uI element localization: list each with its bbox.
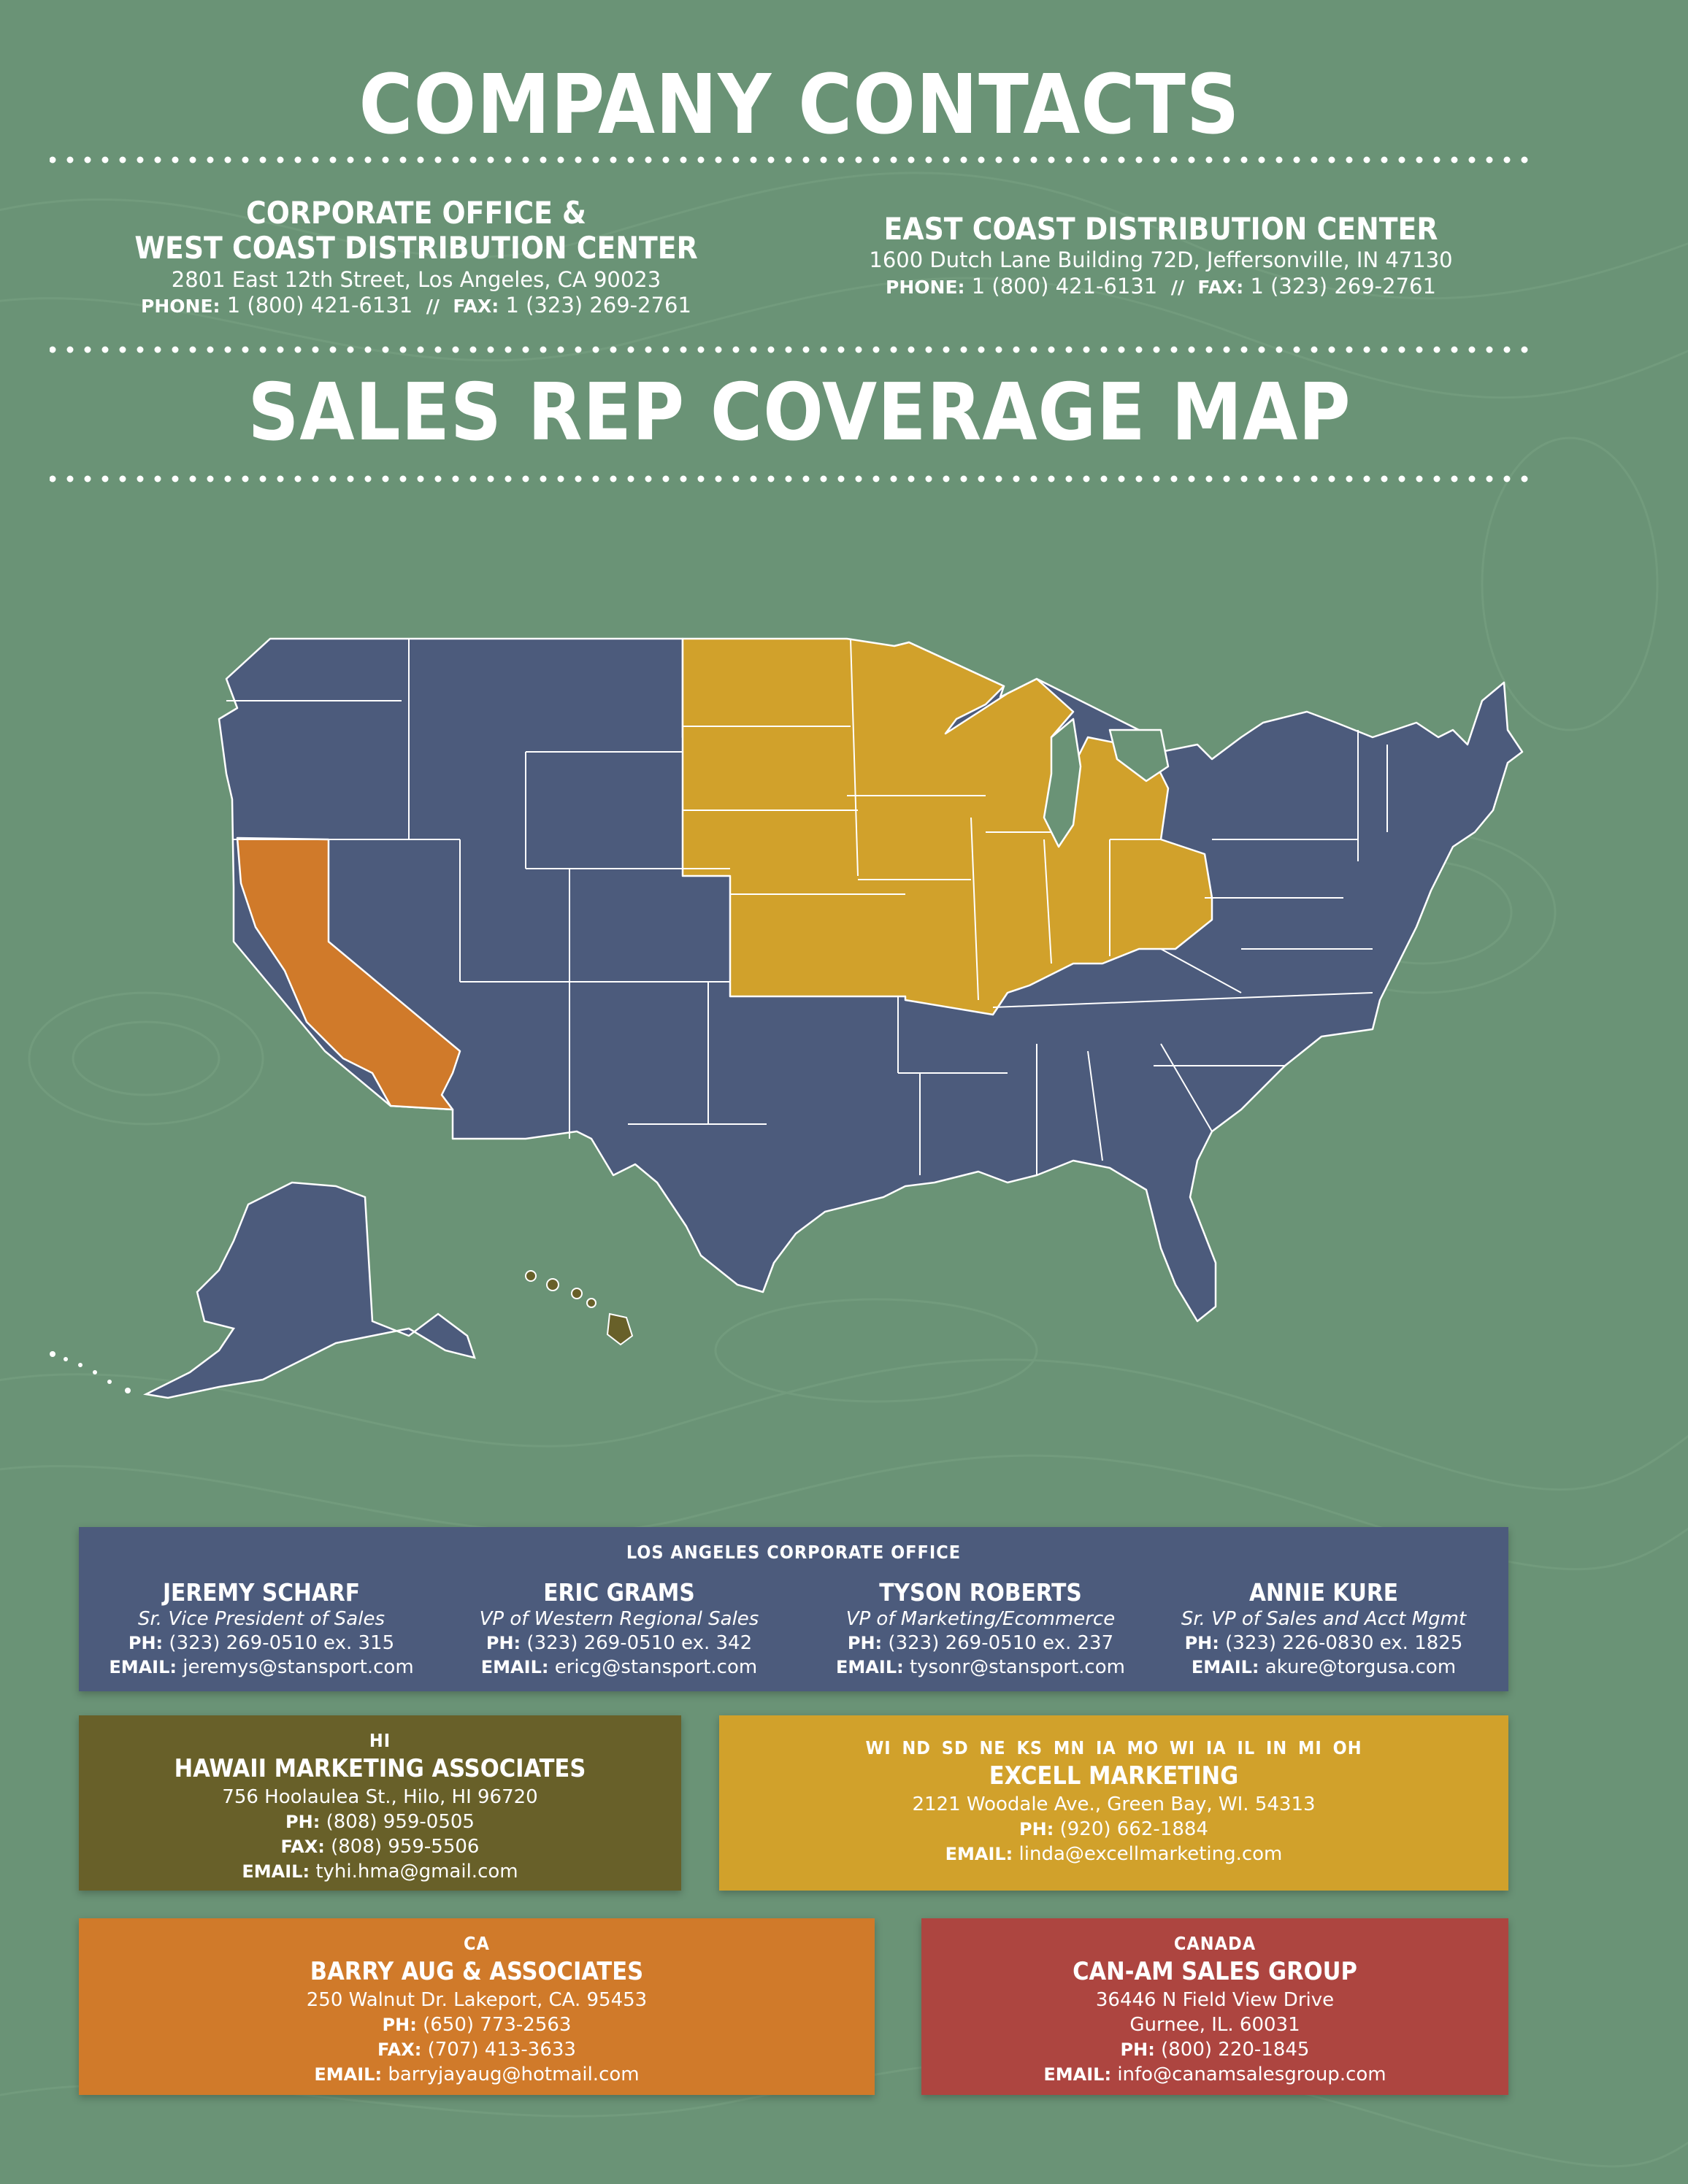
phone-number[interactable]: (920) 662-1884: [1059, 1818, 1208, 1840]
contact-card: ANNIE KURE Sr. VP of Sales and Acct Mgmt…: [1148, 1578, 1499, 1678]
contact-name: JEREMY SCHARF: [163, 1578, 360, 1607]
region-label: CANADA: [1173, 1933, 1257, 1954]
phone-number[interactable]: (323) 269-0510 ex. 315: [169, 1632, 395, 1654]
office-corporate-west: CORPORATE OFFICE & WEST COAST DISTRIBUTI…: [131, 195, 701, 318]
email-link[interactable]: linda@excellmarketing.com: [1018, 1843, 1283, 1865]
territory-alaska: [143, 1181, 476, 1399]
company-name: BARRY AUG & ASSOCIATES: [310, 1957, 644, 1986]
phone-number[interactable]: 1 (800) 421-6131: [971, 273, 1158, 299]
contact-title: VP of Marketing/Ecommerce: [845, 1608, 1116, 1630]
office-name: EAST COAST DISTRIBUTION CENTER: [883, 211, 1438, 247]
midwest-rep-box: WI ND SD NE KS MN IA MO WI IA IL IN MI O…: [719, 1715, 1508, 1891]
phone-number[interactable]: (808) 959-0505: [326, 1811, 475, 1833]
company-name: CAN-AM SALES GROUP: [1073, 1957, 1357, 1986]
phone-number[interactable]: (323) 269-0510 ex. 342: [526, 1632, 753, 1654]
phone-number[interactable]: (323) 226-0830 ex. 1825: [1225, 1632, 1463, 1654]
office-east-coast: EAST COAST DISTRIBUTION CENTER 1600 Dutc…: [840, 211, 1482, 299]
office-phone-fax: PHONE: 1 (800) 421-6131 // FAX: 1 (323) …: [886, 273, 1436, 299]
dotted-divider: [50, 156, 1539, 164]
email-link[interactable]: akure@torgusa.com: [1265, 1656, 1457, 1678]
territory-california: [236, 837, 461, 1111]
lake-huron: [1108, 728, 1170, 783]
email-link[interactable]: barryjayaug@hotmail.com: [388, 2064, 640, 2085]
contact-card: TYSON ROBERTS VP of Marketing/Ecommerce …: [805, 1578, 1156, 1678]
company-address: Gurnee, IL. 60031: [1129, 2014, 1300, 2036]
email-link[interactable]: tysonr@stansport.com: [909, 1656, 1125, 1678]
territory-hawaii: [525, 1270, 634, 1346]
fax-number: 1 (323) 269-2761: [505, 292, 691, 318]
company-name: HAWAII MARKETING ASSOCIATES: [174, 1754, 586, 1783]
contact-card: JEREMY SCHARF Sr. Vice President of Sale…: [86, 1578, 437, 1678]
office-name: CORPORATE OFFICE &: [245, 195, 587, 231]
region-label: CA: [464, 1933, 490, 1954]
office-phone-fax: PHONE: 1 (800) 421-6131 // FAX: 1 (323) …: [141, 292, 691, 318]
email-link[interactable]: jeremys@stansport.com: [183, 1656, 414, 1678]
aleutian-islands: [50, 1351, 131, 1393]
contact-title: VP of Western Regional Sales: [479, 1608, 759, 1630]
region-label: LOS ANGELES CORPORATE OFFICE: [626, 1542, 962, 1563]
page-title: COMPANY CONTACTS: [358, 58, 1240, 153]
contact-name: ANNIE KURE: [1248, 1578, 1398, 1607]
phone-number[interactable]: (650) 773-2563: [423, 2014, 572, 2036]
territory-gold: [681, 637, 1213, 1016]
contact-name: ERIC GRAMS: [543, 1578, 695, 1607]
california-rep-box: CA BARRY AUG & ASSOCIATES 250 Walnut Dr.…: [79, 1918, 875, 2095]
hawaii-rep-box: HI HAWAII MARKETING ASSOCIATES 756 Hoola…: [79, 1715, 681, 1891]
contact-title: Sr. VP of Sales and Acct Mgmt: [1181, 1608, 1467, 1630]
phone-number[interactable]: (800) 220-1845: [1161, 2039, 1310, 2061]
la-office-box: LOS ANGELES CORPORATE OFFICE JEREMY SCHA…: [79, 1527, 1508, 1691]
email-link[interactable]: info@canamsalesgroup.com: [1117, 2064, 1386, 2085]
email-link[interactable]: tyhi.hma@gmail.com: [315, 1861, 518, 1883]
dotted-divider: [50, 346, 1539, 353]
dotted-divider: [50, 475, 1539, 482]
office-address: 2801 East 12th Street, Los Angeles, CA 9…: [171, 266, 661, 292]
contact-title: Sr. Vice President of Sales: [138, 1608, 385, 1630]
map-title: SALES REP COVERAGE MAP: [248, 367, 1351, 458]
contact-card: ERIC GRAMS VP of Western Regional Sales …: [444, 1578, 794, 1678]
fax-number: (808) 959-5506: [331, 1836, 480, 1858]
company-address: 36446 N Field View Drive: [1095, 1989, 1335, 2011]
contact-name: TYSON ROBERTS: [879, 1578, 1082, 1607]
canada-rep-box: CANADA CAN-AM SALES GROUP 36446 N Field …: [921, 1918, 1508, 2095]
fax-number: 1 (323) 269-2761: [1250, 273, 1436, 299]
phone-number[interactable]: (323) 269-0510 ex. 237: [888, 1632, 1114, 1654]
lake-michigan: [1043, 718, 1082, 848]
region-label: HI: [369, 1730, 391, 1751]
email-link[interactable]: ericg@stansport.com: [554, 1656, 758, 1678]
company-address: 756 Hoolaulea St., Hilo, HI 96720: [222, 1786, 538, 1808]
company-address: 2121 Woodale Ave., Green Bay, WI. 54313: [912, 1793, 1316, 1815]
office-address: 1600 Dutch Lane Building 72D, Jeffersonv…: [869, 247, 1453, 273]
fax-number: (707) 413-3633: [427, 2039, 576, 2061]
region-label: WI ND SD NE KS MN IA MO WI IA IL IN MI O…: [865, 1737, 1362, 1758]
office-name: WEST COAST DISTRIBUTION CENTER: [134, 230, 698, 266]
company-address: 250 Walnut Dr. Lakeport, CA. 95453: [306, 1989, 648, 2011]
company-name: EXCELL MARKETING: [989, 1761, 1239, 1791]
map-section-header: SALES REP COVERAGE MAP: [0, 374, 1599, 453]
page-header: COMPANY CONTACTS: [0, 64, 1599, 146]
phone-number[interactable]: 1 (800) 421-6131: [226, 292, 413, 318]
